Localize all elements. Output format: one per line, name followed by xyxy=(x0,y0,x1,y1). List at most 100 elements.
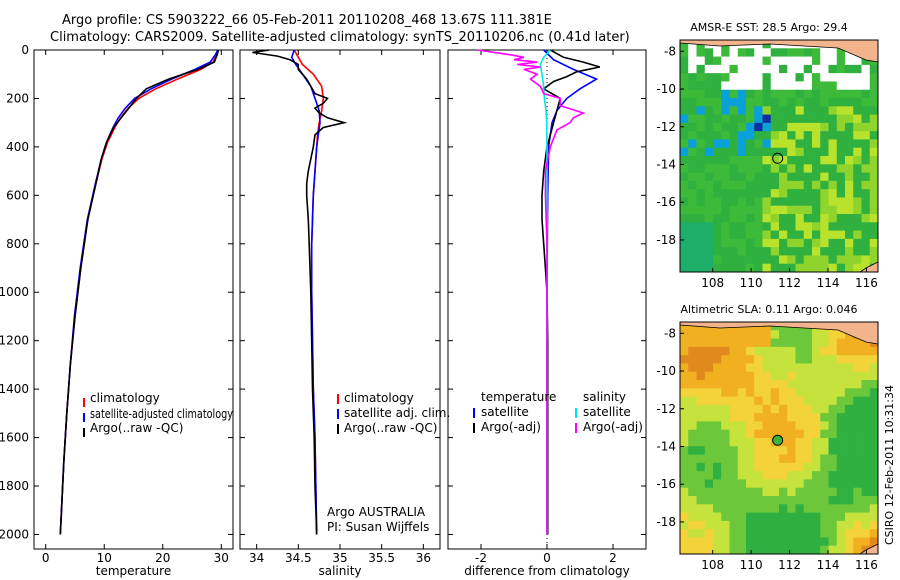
sst-map-cell xyxy=(861,214,871,223)
sla-map-cell xyxy=(861,396,871,406)
sla-map-cell xyxy=(803,388,813,397)
sst-map-cell xyxy=(779,222,788,231)
sla-map-cell xyxy=(779,512,788,522)
sst-map-cell xyxy=(754,106,763,115)
sst-map-cell xyxy=(762,64,772,74)
sla-map-cell xyxy=(737,529,747,538)
sst-map-cell xyxy=(820,81,829,91)
sla-map-cell xyxy=(787,413,796,422)
sst-map-cell xyxy=(737,89,747,99)
sst-map-cell xyxy=(746,263,755,273)
sla-map-cell xyxy=(795,380,805,389)
sst-map-cell xyxy=(787,263,796,273)
sst-map-cell xyxy=(853,139,862,149)
sst-map-cell xyxy=(713,255,722,265)
sst-map-cell xyxy=(770,98,780,107)
sla-map-cell xyxy=(737,454,747,464)
sst-map-cell xyxy=(853,205,862,215)
sst-map-cell xyxy=(861,122,871,132)
sst-map-cell xyxy=(787,156,796,165)
sst-map-cell xyxy=(762,106,772,115)
sla-lon-label: 114 xyxy=(817,558,840,572)
sla-map-cell xyxy=(713,438,722,447)
sla-map-cell xyxy=(721,504,730,513)
sst-map-cell xyxy=(746,230,755,240)
sla-map-cell xyxy=(754,380,763,389)
sla-map-cell xyxy=(721,404,730,414)
sla-map-cell xyxy=(869,388,879,397)
sst-map-cell xyxy=(803,89,813,99)
legend-label-climatology: climatology xyxy=(344,391,414,405)
sla-map-cell xyxy=(861,446,871,455)
sla-map-cell xyxy=(853,487,862,497)
sst-map-cell xyxy=(787,64,796,74)
sst-map-cell xyxy=(795,56,805,66)
sst-map-cell xyxy=(836,214,846,223)
sst-map-cell xyxy=(845,230,854,240)
sst-map-cell xyxy=(795,98,805,107)
sla-map-cell xyxy=(680,462,689,472)
sla-map-cell xyxy=(820,487,829,497)
sla-map-cell xyxy=(803,429,813,439)
sst-map-cell xyxy=(869,106,879,115)
sst-map-cell xyxy=(861,139,871,149)
sst-map-cell xyxy=(754,263,763,273)
depth-tick-label: 2000 xyxy=(0,527,29,541)
sst-map-cell xyxy=(836,48,846,57)
sst-map-cell xyxy=(688,114,697,124)
sst-map-cell xyxy=(845,222,854,231)
sst-map-cell xyxy=(836,89,846,99)
sst-map-cell xyxy=(688,247,697,256)
sla-map-cell xyxy=(779,396,788,406)
sst-map-cell xyxy=(812,98,821,107)
sst-map-cell xyxy=(680,164,689,173)
sla-map-cell xyxy=(729,529,739,538)
sla-map-cell xyxy=(688,421,697,431)
sst-map-cell xyxy=(787,255,796,265)
sst-map-cell xyxy=(754,247,763,256)
sla-map-cell xyxy=(746,512,755,522)
sla-map-cell xyxy=(770,471,780,480)
sst-map-cell xyxy=(704,263,714,273)
sla-map-cell xyxy=(729,512,739,522)
sla-map-cell xyxy=(795,504,805,513)
sla-map-cell xyxy=(787,421,796,431)
sst-map-cell xyxy=(803,64,813,74)
sst-map-cell xyxy=(861,180,871,190)
sla-map-cell xyxy=(795,330,805,339)
sst-map-cell xyxy=(770,64,780,74)
sst-map-cell xyxy=(853,197,862,207)
sla-map-cell xyxy=(680,529,689,538)
sla-map-cell xyxy=(688,471,697,480)
sla-map-cell xyxy=(812,545,821,555)
sla-map-cell xyxy=(721,462,730,472)
sla-map-cell xyxy=(869,413,879,422)
sst-map-cell xyxy=(861,238,871,248)
sst-map-cell xyxy=(869,64,879,74)
sst-map-cell xyxy=(861,73,871,82)
sst-map-cell xyxy=(787,214,796,223)
sla-map-cell xyxy=(721,355,730,364)
sst-map-cell xyxy=(713,114,722,124)
sst-map-cell xyxy=(779,56,788,66)
sla-map-cell xyxy=(869,363,879,373)
sst-map-cell xyxy=(680,263,689,273)
sla-map-cell xyxy=(845,380,854,389)
sla-map-cell xyxy=(704,545,714,555)
sla-map-cell xyxy=(729,504,739,513)
sst-map-cell xyxy=(737,180,747,190)
sst-map-cell xyxy=(828,230,838,240)
sla-map-cell xyxy=(729,454,739,464)
sla-map-cell xyxy=(746,479,755,489)
sla-map-cell xyxy=(770,363,780,373)
sst-map-cell xyxy=(836,230,846,240)
sst-map-cell xyxy=(721,131,730,140)
sst-map-cell xyxy=(746,98,755,107)
sla-map-cell xyxy=(746,454,755,464)
sst-map-cell xyxy=(828,64,838,74)
sst-map-cell xyxy=(828,81,838,91)
sst-map-cell xyxy=(754,197,763,207)
sla-map-cell xyxy=(770,537,780,547)
sla-map-cell xyxy=(729,545,739,555)
sla-map-cell xyxy=(762,338,772,348)
